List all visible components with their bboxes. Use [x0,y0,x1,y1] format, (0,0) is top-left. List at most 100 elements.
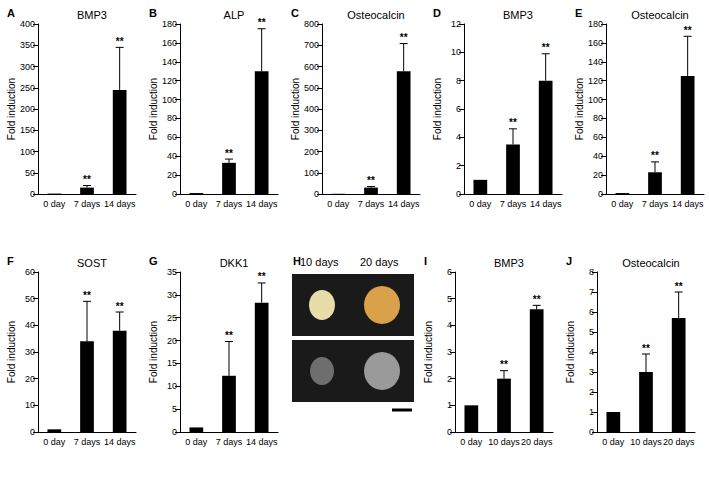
svg-text:Osteocalcin: Osteocalcin [622,257,679,269]
svg-text:10: 10 [451,47,461,57]
svg-text:5: 5 [447,294,452,304]
svg-text:14 days: 14 days [246,437,278,447]
svg-text:2: 2 [456,161,461,171]
svg-text:50: 50 [25,168,35,178]
svg-text:250: 250 [20,83,35,93]
svg-text:F: F [7,255,14,267]
svg-text:350: 350 [20,40,35,50]
svg-text:Fold induction: Fold induction [6,321,17,383]
svg-text:300: 300 [20,62,35,72]
svg-text:35: 35 [167,267,177,277]
svg-text:14 days: 14 days [104,437,136,447]
svg-text:Fold induction: Fold induction [423,321,434,383]
svg-text:2: 2 [447,374,452,384]
svg-text:140: 140 [588,57,603,67]
svg-text:Fold induction: Fold induction [6,78,17,140]
svg-text:0 day: 0 day [611,199,634,209]
svg-text:Fold induction: Fold induction [432,78,443,140]
svg-text:5: 5 [589,327,594,337]
svg-text:Osteocalcin: Osteocalcin [347,9,404,21]
svg-text:200: 200 [20,104,35,114]
svg-text:0 day: 0 day [43,437,66,447]
svg-text:A: A [7,7,15,19]
svg-text:0: 0 [30,427,35,437]
svg-text:**: ** [258,17,266,28]
svg-text:25: 25 [167,313,177,323]
svg-text:140: 140 [162,57,177,67]
svg-text:7 days: 7 days [642,199,669,209]
svg-text:0 day: 0 day [469,199,492,209]
svg-text:B: B [149,7,157,19]
svg-text:50: 50 [25,294,35,304]
svg-text:160: 160 [162,38,177,48]
svg-text:150: 150 [20,125,35,135]
svg-text:0: 0 [172,427,177,437]
svg-text:7 days: 7 days [500,199,527,209]
svg-text:7 days: 7 days [74,199,101,209]
svg-text:180: 180 [588,19,603,29]
svg-text:60: 60 [593,132,603,142]
svg-text:**: ** [509,117,517,128]
svg-text:14 days: 14 days [530,199,562,209]
svg-text:0: 0 [172,189,177,199]
svg-text:40: 40 [25,320,35,330]
svg-text:0 day: 0 day [602,437,625,447]
svg-text:4: 4 [589,347,594,357]
svg-text:80: 80 [593,113,603,123]
svg-text:**: ** [642,343,650,354]
svg-text:**: ** [225,148,233,159]
svg-text:14 days: 14 days [246,199,278,209]
svg-text:0: 0 [589,427,594,437]
svg-text:600: 600 [304,62,319,72]
svg-text:BMP3: BMP3 [503,9,533,21]
svg-text:20: 20 [167,170,177,180]
svg-text:15: 15 [167,358,177,368]
svg-text:400: 400 [304,104,319,114]
svg-text:6: 6 [456,104,461,114]
svg-text:Fold induction: Fold induction [148,321,159,383]
svg-text:7 days: 7 days [216,199,243,209]
svg-text:80: 80 [167,113,177,123]
svg-text:100: 100 [304,168,319,178]
svg-text:100: 100 [162,95,177,105]
svg-text:10: 10 [167,381,177,391]
svg-text:7: 7 [589,287,594,297]
svg-text:I: I [424,255,427,267]
svg-text:**: ** [83,174,91,185]
svg-text:60: 60 [167,132,177,142]
svg-text:Osteocalcin: Osteocalcin [631,9,688,21]
svg-text:H: H [293,255,301,267]
svg-text:500: 500 [304,83,319,93]
svg-text:200: 200 [304,147,319,157]
svg-text:20: 20 [167,336,177,346]
svg-text:E: E [575,7,582,19]
svg-text:100: 100 [20,147,35,157]
svg-text:8: 8 [456,76,461,86]
svg-text:7 days: 7 days [74,437,101,447]
svg-text:BMP3: BMP3 [77,9,107,21]
svg-text:120: 120 [162,76,177,86]
svg-text:Fold induction: Fold induction [148,78,159,140]
svg-text:20: 20 [25,374,35,384]
svg-text:14 days: 14 days [388,199,420,209]
svg-text:0 day: 0 day [327,199,350,209]
svg-text:DKK1: DKK1 [220,257,249,269]
svg-text:10 days: 10 days [630,437,662,447]
svg-text:40: 40 [167,151,177,161]
svg-text:**: ** [367,175,375,186]
svg-text:7 days: 7 days [216,437,243,447]
svg-text:**: ** [500,359,508,370]
svg-text:10 days: 10 days [300,256,339,268]
svg-text:1: 1 [447,400,452,410]
svg-text:0: 0 [598,189,603,199]
svg-text:0: 0 [30,189,35,199]
svg-text:800: 800 [304,19,319,29]
svg-text:C: C [291,7,299,19]
svg-text:**: ** [258,271,266,282]
svg-text:20 days: 20 days [521,437,553,447]
svg-text:Fold induction: Fold induction [565,321,576,383]
svg-text:160: 160 [588,38,603,48]
svg-text:SOST: SOST [77,257,107,269]
svg-text:14 days: 14 days [672,199,704,209]
svg-text:**: ** [675,281,683,292]
